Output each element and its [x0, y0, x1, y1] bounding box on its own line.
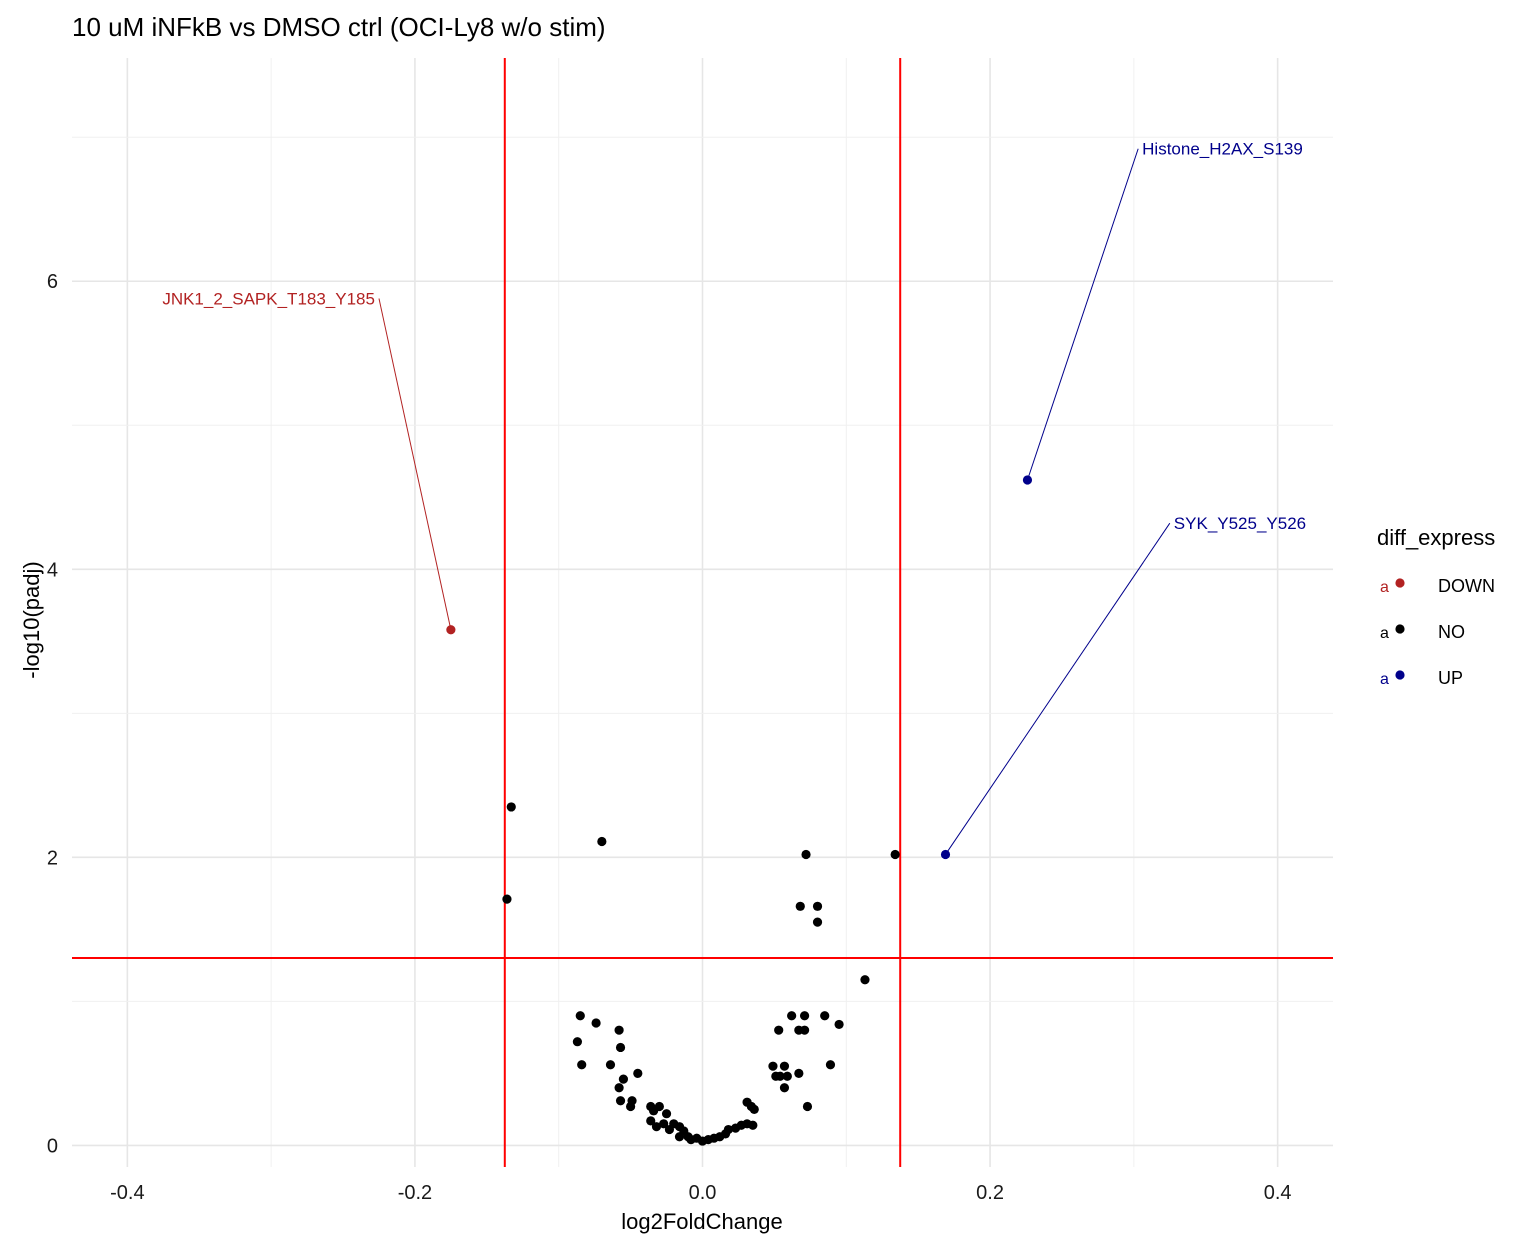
- annotation-leader-line: [1026, 148, 1139, 481]
- grid-lines: [72, 58, 1333, 1167]
- data-point-no: [890, 849, 900, 860]
- data-point-no: [768, 1061, 778, 1071]
- data-point-no: [618, 1074, 629, 1084]
- y-tick-labels: 0 2 4 6: [47, 271, 58, 1157]
- data-point-no: [649, 1106, 659, 1116]
- data-point-no: [614, 1025, 624, 1035]
- annotation-leaders: [378, 148, 1171, 855]
- data-point-no: [506, 802, 516, 812]
- y-tick-label: 4: [47, 559, 58, 581]
- data-point-up: [1022, 475, 1033, 485]
- data-point-no: [615, 1096, 626, 1106]
- data-point-up: [940, 849, 951, 860]
- data-point-no: [575, 1011, 585, 1021]
- x-axis-label: log2FoldChange: [621, 1209, 782, 1234]
- data-point-no: [834, 1019, 844, 1030]
- data-point-no: [825, 1060, 836, 1070]
- chart-title: 10 uM iNFkB vs DMSO ctrl (OCI-Ly8 w/o st…: [72, 12, 606, 42]
- data-point-no: [605, 1060, 616, 1070]
- data-point-no: [615, 1042, 626, 1053]
- data-point-no: [799, 1025, 810, 1035]
- data-point-no: [674, 1132, 685, 1142]
- data-points: [446, 475, 1033, 1146]
- data-point-no: [794, 1068, 804, 1078]
- y-tick-label: 0: [47, 1135, 58, 1157]
- x-tick-labels: -0.4 -0.2 0.0 0.2 0.4: [110, 1182, 1291, 1204]
- legend-title: diff_express: [1377, 525, 1495, 550]
- point-label: JNK1_2_SAPK_T183_Y185: [162, 290, 375, 309]
- data-point-down: [446, 625, 456, 635]
- data-point-no: [646, 1116, 656, 1126]
- legend-key-glyph: a: [1380, 625, 1389, 642]
- point-label: Histone_H2AX_S139: [1142, 140, 1303, 159]
- annotation-leader-line: [945, 522, 1171, 855]
- data-point-no: [779, 1083, 790, 1093]
- data-point-no: [802, 1101, 813, 1112]
- x-tick-label: 0.4: [1264, 1182, 1292, 1204]
- legend-key-glyph: a: [1380, 579, 1389, 596]
- data-point-no: [774, 1025, 784, 1035]
- legend-label: DOWN: [1438, 576, 1495, 596]
- legend-label: NO: [1438, 622, 1465, 642]
- legend-key-glyph: a: [1380, 671, 1389, 688]
- data-point-no: [659, 1119, 669, 1129]
- data-point-no: [577, 1060, 587, 1070]
- data-point-no: [775, 1071, 785, 1081]
- point-labels: JNK1_2_SAPK_T183_Y185 Histone_H2AX_S139 SY…: [162, 140, 1306, 533]
- y-tick-label: 2: [47, 847, 58, 869]
- data-point-no: [812, 917, 823, 927]
- data-point-no: [801, 849, 811, 860]
- data-point-no: [651, 1122, 662, 1132]
- legend: diff_express a DOWN a NO a UP: [1377, 525, 1495, 688]
- data-point-no: [749, 1104, 759, 1114]
- data-point-no: [723, 1124, 733, 1135]
- x-tick-label: -0.2: [398, 1182, 432, 1204]
- data-point-no: [860, 975, 870, 985]
- data-point-no: [627, 1096, 637, 1106]
- legend-key-point: [1395, 578, 1405, 588]
- data-point-no: [633, 1068, 643, 1078]
- data-point-no: [748, 1120, 758, 1130]
- data-point-no: [661, 1109, 672, 1119]
- legend-key-point: [1395, 670, 1405, 680]
- data-point-no: [795, 901, 805, 911]
- x-tick-label: 0.2: [976, 1182, 1004, 1204]
- data-point-no: [614, 1083, 624, 1093]
- y-axis-label: -log10(padj): [19, 561, 44, 678]
- annotation-leader-line: [378, 298, 452, 630]
- y-tick-label: 6: [47, 271, 58, 293]
- data-point-no: [782, 1071, 792, 1081]
- legend-key-point: [1395, 624, 1405, 634]
- legend-label: UP: [1438, 668, 1463, 688]
- data-point-no: [502, 894, 512, 904]
- point-label: SYK_Y525_Y526: [1174, 514, 1306, 533]
- data-point-no: [779, 1061, 790, 1071]
- data-point-no: [799, 1011, 810, 1021]
- x-tick-label: 0.0: [689, 1182, 717, 1204]
- data-point-no: [812, 901, 823, 911]
- data-point-no: [820, 1011, 830, 1021]
- threshold-lines: [72, 58, 1333, 1167]
- data-point-no: [597, 836, 607, 847]
- x-tick-label: -0.4: [110, 1182, 144, 1204]
- legend-entries: a DOWN a NO a UP: [1380, 576, 1495, 688]
- data-point-no: [572, 1037, 583, 1047]
- data-point-no: [787, 1011, 797, 1021]
- data-point-no: [591, 1018, 601, 1028]
